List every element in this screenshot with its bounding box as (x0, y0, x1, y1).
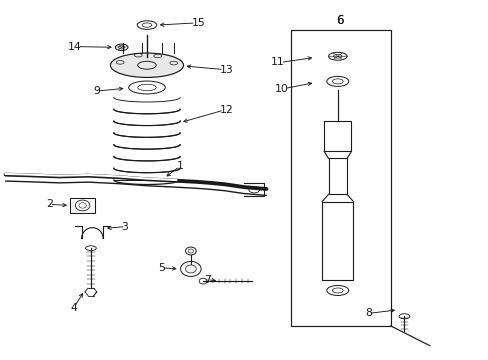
Bar (290, 30, 390, 326)
Text: 12: 12 (220, 105, 233, 115)
Text: 8: 8 (365, 309, 371, 318)
Text: 13: 13 (220, 64, 233, 75)
Text: 6: 6 (335, 14, 343, 27)
Text: 15: 15 (191, 18, 205, 28)
Text: 10: 10 (274, 84, 288, 94)
Text: 14: 14 (67, 42, 81, 51)
Text: 6: 6 (335, 14, 343, 27)
Text: 2: 2 (46, 199, 53, 210)
Text: 7: 7 (204, 275, 211, 285)
Text: 3: 3 (122, 222, 128, 231)
Bar (70, 198, 95, 213)
Text: 4: 4 (71, 303, 78, 313)
Text: 11: 11 (270, 57, 284, 67)
Text: 9: 9 (94, 86, 101, 96)
Ellipse shape (110, 53, 183, 77)
Text: 5: 5 (158, 263, 165, 273)
Text: 1: 1 (176, 161, 183, 171)
